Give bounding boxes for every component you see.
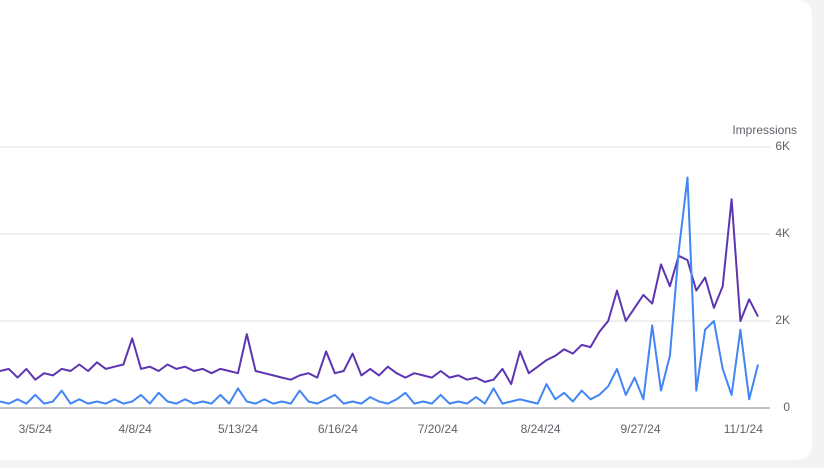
x-tick-label: 8/24/24	[521, 422, 561, 436]
x-tick-label: 7/20/24	[418, 422, 458, 436]
x-tick-label: 5/13/24	[218, 422, 258, 436]
x-tick-label: 9/27/24	[620, 422, 660, 436]
y-tick-label: 4K	[775, 226, 790, 240]
y-tick-label: 2K	[775, 313, 790, 327]
x-tick-label: 3/5/24	[19, 422, 53, 436]
y-tick-label: 0	[783, 400, 790, 414]
card	[0, 0, 812, 460]
x-tick-label: 6/16/24	[318, 422, 358, 436]
series-line	[0, 176, 759, 405]
series-line	[0, 198, 759, 386]
x-tick-label: 11/1/24	[724, 422, 763, 436]
x-tick-label: 4/8/24	[118, 422, 152, 436]
y-tick-label: 6K	[775, 139, 790, 153]
y-axis-label: Impressions	[732, 123, 797, 137]
